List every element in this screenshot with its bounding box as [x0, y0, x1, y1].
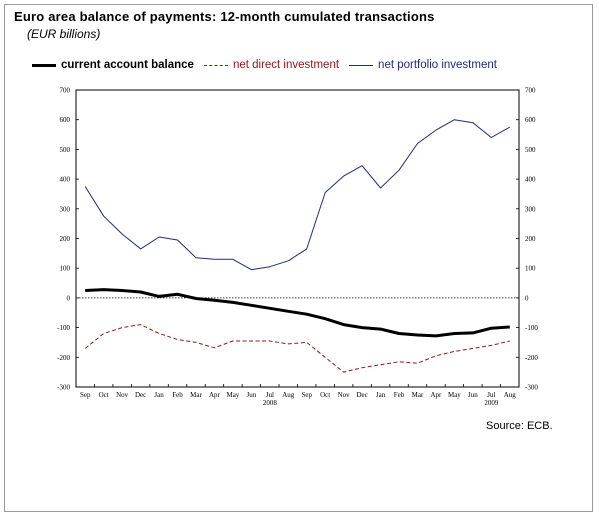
legend-item-current-account: current account balance	[32, 59, 194, 71]
chart-subtitle: (EUR billions)	[27, 27, 101, 41]
legend-swatch-direct-investment	[203, 64, 228, 66]
y-tick-label-left: 600	[60, 116, 71, 124]
x-tick-label: Oct	[99, 391, 109, 399]
plot-area	[75, 89, 520, 388]
series-line-net-direct-investment	[84, 324, 510, 373]
y-tick-label-left: -200	[57, 354, 70, 362]
x-tick-label: Aug	[504, 391, 517, 399]
x-tick-label: May	[226, 391, 239, 399]
y-tick-label-left: 0	[67, 294, 71, 302]
series-line-net-portfolio-investment	[84, 119, 511, 271]
x-tick-label: Jul	[487, 391, 495, 399]
legend-label-portfolio-investment: net portfolio investment	[378, 59, 497, 71]
x-tick-label: Jul	[266, 391, 274, 399]
figure-frame	[4, 4, 593, 512]
x-tick-label: Jan	[154, 391, 164, 399]
y-tick-label-right: -100	[525, 324, 538, 332]
y-tick-label-right: 600	[525, 116, 536, 124]
y-tick-label-left: -100	[57, 324, 70, 332]
x-tick-label: Nov	[116, 391, 129, 399]
y-tick-label-left: 100	[60, 265, 71, 273]
x-tick-label: Aug	[282, 391, 295, 399]
x-year-label: 2008	[263, 399, 278, 407]
x-tick-label: Feb	[172, 391, 183, 399]
y-tick-label-right: 700	[525, 87, 536, 95]
y-tick-label-right: 0	[525, 294, 529, 302]
legend-label-direct-investment: net direct investment	[232, 59, 340, 71]
x-tick-label: Apr	[430, 391, 442, 399]
y-tick-label-left: 500	[60, 146, 71, 154]
x-tick-label: Mar	[190, 391, 202, 399]
x-tick-label: Jun	[246, 391, 256, 399]
y-tick-label-left: 400	[60, 176, 71, 184]
y-tick-label-right: -300	[525, 384, 538, 392]
x-year-label: 2009	[484, 399, 499, 407]
chart-title: Euro area balance of payments: 12-month …	[14, 9, 435, 24]
x-tick-label: Jun	[468, 391, 478, 399]
y-tick-label-left: 300	[60, 205, 71, 213]
y-tick-label-right: 400	[525, 176, 536, 184]
x-tick-label: Sep	[80, 391, 91, 399]
y-tick-label-left: -300	[57, 384, 70, 392]
legend-swatch-portfolio-investment	[349, 64, 374, 66]
x-tick-label: Sep	[301, 391, 312, 399]
x-tick-label: Dec	[356, 391, 367, 399]
y-tick-label-right: -200	[525, 354, 538, 362]
y-tick-label-right: 500	[525, 146, 536, 154]
x-tick-label: Nov	[338, 391, 351, 399]
x-tick-label: Mar	[412, 391, 424, 399]
y-tick-label-left: 700	[60, 87, 71, 95]
x-tick-label: Jan	[376, 391, 386, 399]
x-tick-label: Oct	[320, 391, 330, 399]
legend-item-direct-investment: net direct investment	[203, 59, 340, 71]
legend-swatch-current-account	[32, 63, 56, 67]
legend: current account balance net direct inves…	[32, 59, 507, 71]
x-tick-label: Feb	[394, 391, 405, 399]
legend-item-portfolio-investment: net portfolio investment	[349, 59, 497, 71]
series-line-current-account-balance	[85, 288, 510, 338]
source-note: Source: ECB.	[486, 420, 553, 432]
x-tick-label: Dec	[135, 391, 146, 399]
y-tick-label-left: 200	[60, 235, 71, 243]
y-tick-label-right: 100	[525, 265, 536, 273]
x-tick-label: Apr	[209, 391, 221, 399]
x-tick-label: May	[448, 391, 461, 399]
y-tick-label-right: 200	[525, 235, 536, 243]
y-tick-label-right: 300	[525, 205, 536, 213]
legend-label-current-account: current account balance	[61, 59, 194, 71]
